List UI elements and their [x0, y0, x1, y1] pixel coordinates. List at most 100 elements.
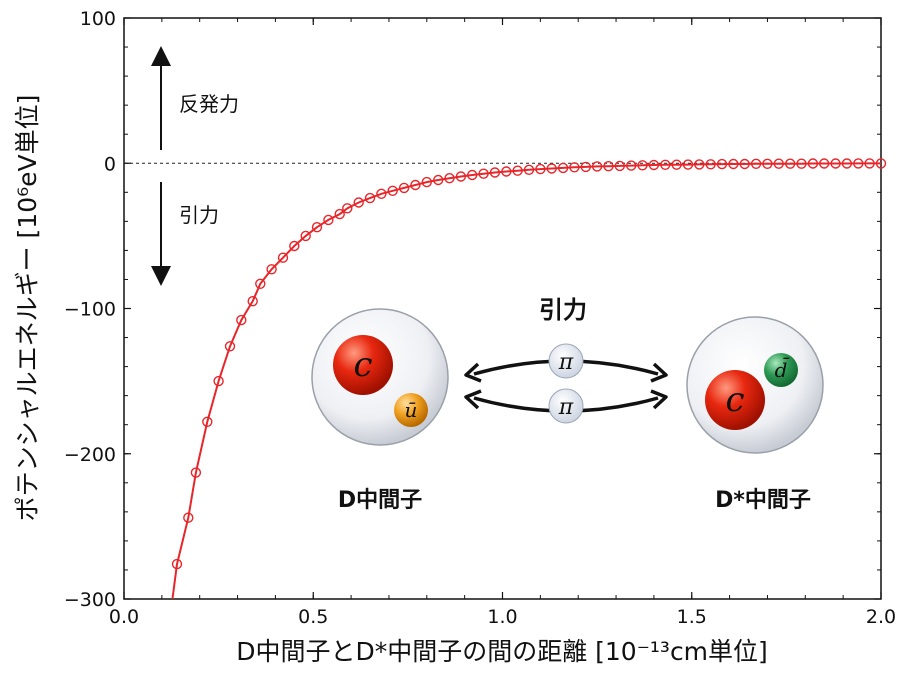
anti-up-quark-label: ū — [405, 398, 418, 422]
pion-ball-top — [548, 343, 584, 379]
pion-label-top: π — [558, 350, 574, 375]
data-point — [830, 158, 841, 169]
y-tick-label: −300 — [64, 589, 116, 611]
data-point — [455, 171, 467, 182]
data-point — [841, 158, 853, 169]
data-point — [190, 467, 202, 478]
x-tick-label: 0.0 — [109, 606, 139, 628]
data-point — [467, 169, 478, 181]
data-point — [535, 163, 546, 175]
anti-down-quark-ball — [764, 353, 798, 387]
data-point — [334, 208, 345, 220]
d-meson-diagram: c ū D中間子 — [311, 308, 449, 513]
y-tick-label: 0 — [104, 153, 116, 175]
data-point — [364, 192, 376, 204]
data-point — [773, 158, 784, 169]
data-markers — [171, 158, 887, 570]
data-point — [501, 166, 512, 177]
data-point — [569, 162, 580, 173]
data-point — [376, 188, 387, 200]
data-point — [433, 174, 444, 186]
charm-quark-label: c — [353, 345, 372, 385]
data-point — [853, 158, 864, 169]
data-point — [342, 203, 353, 214]
data-point — [591, 161, 603, 172]
data-point — [311, 221, 323, 233]
x-tick-label: 1.0 — [487, 606, 517, 628]
pion-arrowhead-bottom-left — [464, 389, 482, 410]
data-point — [224, 341, 236, 352]
data-point — [875, 158, 887, 169]
data-point — [785, 158, 796, 169]
x-tick-label: 1.5 — [677, 606, 707, 628]
data-point — [277, 252, 289, 263]
potential-curve-line — [171, 162, 881, 600]
data-point — [614, 160, 625, 172]
data-point — [266, 264, 277, 275]
data-point — [807, 158, 819, 169]
data-point — [171, 558, 183, 570]
charm-quark-ball — [333, 335, 393, 395]
data-point — [183, 512, 194, 523]
data-point — [213, 375, 224, 387]
data-point — [523, 164, 535, 176]
anti-up-quark-ball — [394, 393, 428, 427]
data-point — [557, 162, 569, 174]
data-point — [728, 158, 739, 170]
data-point — [489, 167, 501, 178]
data-point — [603, 160, 614, 172]
charm-quark-label-right: c — [725, 380, 744, 420]
data-point — [323, 214, 334, 226]
data-point — [546, 163, 557, 174]
data-point — [739, 158, 750, 170]
data-point — [694, 159, 705, 170]
data-point — [819, 158, 830, 169]
attraction-label: 引力 — [179, 203, 219, 227]
repulsion-label: 反発力 — [179, 92, 239, 116]
data-point — [410, 179, 421, 191]
y-tick-label: 100 — [80, 8, 116, 30]
data-point — [648, 159, 660, 171]
y-tick-label: −200 — [64, 444, 116, 466]
data-point — [682, 159, 694, 170]
anti-down-quark-label: d̄ — [775, 357, 790, 382]
data-point — [478, 168, 489, 179]
data-point — [864, 158, 875, 169]
pion-label-bottom: π — [558, 395, 574, 420]
d-star-meson-label: D*中間子 — [715, 488, 811, 513]
data-point — [353, 197, 364, 208]
data-point — [637, 160, 648, 171]
data-point — [716, 158, 728, 170]
x-tick-label: 0.5 — [298, 606, 328, 628]
data-point — [300, 230, 311, 242]
pion-ball-bottom — [548, 388, 584, 424]
data-point — [512, 165, 523, 176]
data-point — [660, 159, 671, 171]
data-point — [236, 314, 247, 326]
pion-exchange: π π — [464, 343, 668, 424]
y-axis-label: ポテンシャルエネルギー [10⁶eV単位] — [13, 95, 42, 522]
y-tick-label: −100 — [64, 299, 116, 321]
data-point — [626, 160, 637, 171]
data-point — [398, 182, 410, 194]
d-star-meson-diagram: c d̄ D*中間子 — [686, 316, 824, 513]
data-point — [289, 240, 300, 252]
d-meson-label: D中間子 — [338, 488, 422, 513]
data-point — [580, 161, 591, 173]
y-ticks: 100 0 −100 −200 −300 — [64, 8, 881, 611]
pion-arrowhead-top-left — [464, 362, 482, 383]
data-point — [671, 159, 682, 170]
x-ticks: 0.0 0.5 1.0 1.5 2.0 — [109, 18, 896, 628]
pion-arrowhead-top-right — [650, 362, 668, 383]
data-point — [444, 172, 455, 184]
charm-quark-ball-right — [705, 370, 765, 430]
data-point — [762, 158, 773, 170]
x-tick-label: 2.0 — [866, 606, 896, 628]
data-point — [202, 416, 213, 427]
pion-arrowhead-bottom-right — [650, 389, 668, 410]
data-point — [750, 158, 762, 170]
data-point — [387, 185, 398, 197]
force-title: 引力 — [539, 296, 587, 324]
